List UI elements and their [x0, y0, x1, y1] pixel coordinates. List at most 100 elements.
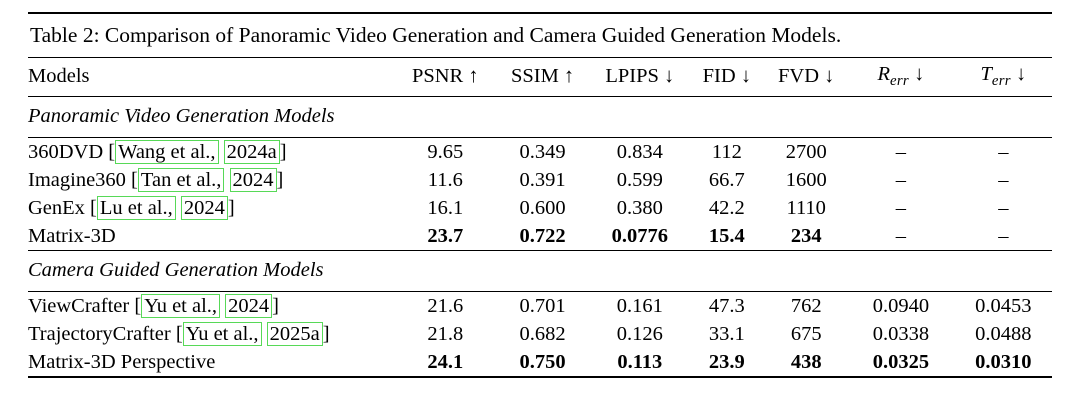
- arrow-down-icon: ↓: [819, 65, 835, 88]
- value-cell: 0.834: [616, 140, 663, 163]
- value-cell: 42.2: [708, 196, 745, 219]
- table-body: Panoramic Video Generation Models 360DVD …: [28, 96, 1052, 378]
- value-cell: 0.750: [519, 350, 566, 373]
- col-header-r: Rerr ↓: [847, 56, 955, 98]
- value-cell: 16.1: [427, 196, 464, 219]
- value-cell: 9.65: [427, 140, 464, 163]
- value-cell: 21.8: [427, 322, 464, 345]
- arrow-down-icon: ↓: [658, 65, 675, 88]
- value-cell: 23.9: [708, 350, 745, 373]
- value-cell: 1110: [786, 196, 826, 219]
- value-cell: 0.0940: [872, 294, 930, 317]
- value-cell: 33.1: [708, 322, 745, 345]
- citation-authors-link[interactable]: Yu et al.,: [182, 321, 262, 346]
- citation-authors-link[interactable]: Yu et al.,: [141, 293, 221, 318]
- value-cell: 0.682: [519, 322, 566, 345]
- table-header: Models PSNR ↑ SSIM ↑ LPIPS ↓ FID ↓ FVD ↓ Rerr …: [28, 56, 1052, 98]
- citation-year-link[interactable]: 2024: [180, 195, 228, 220]
- section-title: Camera Guided Generation Models: [28, 250, 1052, 293]
- value-cell: –: [998, 168, 1009, 191]
- value-cell: 66.7: [708, 168, 745, 191]
- value-cell: 23.7: [427, 224, 464, 247]
- value-cell: 234: [790, 224, 822, 247]
- value-cell: 112: [711, 140, 742, 163]
- model-name-cell: 360DVD [Wang et al., 2024a]: [28, 139, 287, 164]
- col-header-fvd: FVD ↓: [765, 56, 848, 98]
- arrow-down-icon: ↓: [1010, 63, 1027, 85]
- value-cell: 21.6: [427, 294, 464, 317]
- citation-authors-link[interactable]: Tan et al.,: [137, 167, 225, 192]
- value-cell: 1600: [785, 168, 827, 191]
- metric-label: FVD: [778, 65, 820, 88]
- value-cell: 0.0776: [611, 224, 668, 247]
- value-cell: 0.391: [519, 168, 566, 191]
- citation-year-link[interactable]: 2024: [225, 293, 273, 318]
- citation-year-link[interactable]: 2024: [229, 167, 277, 192]
- arrow-up-icon: ↑: [463, 65, 479, 88]
- comparison-table: Models PSNR ↑ SSIM ↑ LPIPS ↓ FID ↓ FVD ↓ Rerr …: [28, 56, 1052, 379]
- value-cell: 2700: [785, 140, 827, 163]
- metric-label: Rerr: [877, 63, 909, 90]
- table-row: ViewCrafter [Yu et al., 2024] 21.6 0.701 0.…: [28, 292, 1052, 321]
- section-row: Panoramic Video Generation Models: [28, 96, 1052, 139]
- value-cell: –: [895, 196, 907, 219]
- value-cell: 0.722: [519, 224, 566, 247]
- section-title: Panoramic Video Generation Models: [28, 96, 1052, 139]
- value-cell: 438: [790, 350, 822, 373]
- value-cell: 0.0310: [975, 350, 1032, 373]
- value-cell: 0.701: [519, 294, 566, 317]
- value-cell: 0.0338: [872, 322, 930, 345]
- value-cell: 24.1: [427, 350, 464, 373]
- col-header-fid: FID ↓: [688, 56, 766, 98]
- value-cell: 15.4: [708, 224, 745, 247]
- value-cell: 0.599: [616, 168, 663, 191]
- model-name-cell: Matrix-3D Perspective: [28, 350, 216, 373]
- model-name-cell: ViewCrafter [Yu et al., 2024]: [28, 293, 279, 318]
- value-cell: –: [998, 224, 1009, 247]
- value-cell: 11.6: [427, 168, 463, 191]
- value-cell: 0.0488: [975, 322, 1032, 345]
- metric-label: SSIM: [510, 65, 559, 88]
- table-row: Imagine360 [Tan et al., 2024] 11.6 0.391 0.…: [28, 166, 1052, 194]
- value-cell: 0.349: [519, 140, 566, 163]
- value-cell: 47.3: [708, 294, 745, 317]
- citation-authors-link[interactable]: Lu et al.,: [96, 195, 176, 220]
- value-cell: –: [998, 196, 1009, 219]
- value-cell: 0.0325: [872, 350, 930, 373]
- table-row: GenEx [Lu et al., 2024] 16.1 0.600 0.380 42.…: [28, 194, 1052, 222]
- model-name-cell: GenEx [Lu et al., 2024]: [28, 195, 235, 220]
- value-cell: –: [895, 140, 907, 163]
- col-header-psnr: PSNR ↑: [396, 56, 494, 98]
- metric-label: Terr: [980, 63, 1011, 90]
- citation-authors-link[interactable]: Wang et al.,: [115, 139, 219, 164]
- table-caption: Table 2: Comparison of Panoramic Video G…: [28, 12, 1052, 57]
- value-cell: 0.0453: [975, 294, 1032, 317]
- table-row: Matrix-3D Perspective 24.1 0.750 0.113 23.9 4…: [28, 348, 1052, 377]
- col-header-lpips: LPIPS ↓: [591, 56, 689, 98]
- value-cell: 0.126: [616, 322, 663, 345]
- table-row: Matrix-3D 23.7 0.722 0.0776 15.4 234 – –: [28, 222, 1052, 251]
- arrow-down-icon: ↓: [908, 63, 925, 85]
- citation-year-link[interactable]: 2025a: [266, 321, 323, 346]
- metric-label: FID: [702, 65, 736, 88]
- citation-year-link[interactable]: 2024a: [223, 139, 280, 164]
- model-name-cell: Matrix-3D: [28, 224, 116, 247]
- value-cell: 0.380: [616, 196, 663, 219]
- value-cell: 0.600: [519, 196, 566, 219]
- col-header-ssim: SSIM ↑: [493, 56, 592, 98]
- col-header-t: Terr ↓: [954, 56, 1052, 98]
- value-cell: 762: [790, 294, 822, 317]
- model-name-cell: TrajectoryCrafter [Yu et al., 2025a]: [28, 321, 330, 346]
- value-cell: 0.113: [617, 350, 663, 373]
- value-cell: –: [895, 224, 907, 247]
- metric-label: PSNR: [411, 65, 464, 88]
- value-cell: –: [998, 140, 1009, 163]
- arrow-down-icon: ↓: [735, 65, 752, 88]
- col-header-models: Models: [28, 56, 397, 98]
- model-name-cell: Imagine360 [Tan et al., 2024]: [28, 167, 284, 192]
- value-cell: –: [895, 168, 907, 191]
- section-row: Camera Guided Generation Models: [28, 250, 1052, 293]
- header-row: Models PSNR ↑ SSIM ↑ LPIPS ↓ FID ↓ FVD ↓ Rerr …: [28, 56, 1052, 98]
- table-row: TrajectoryCrafter [Yu et al., 2025a] 21.8…: [28, 320, 1052, 348]
